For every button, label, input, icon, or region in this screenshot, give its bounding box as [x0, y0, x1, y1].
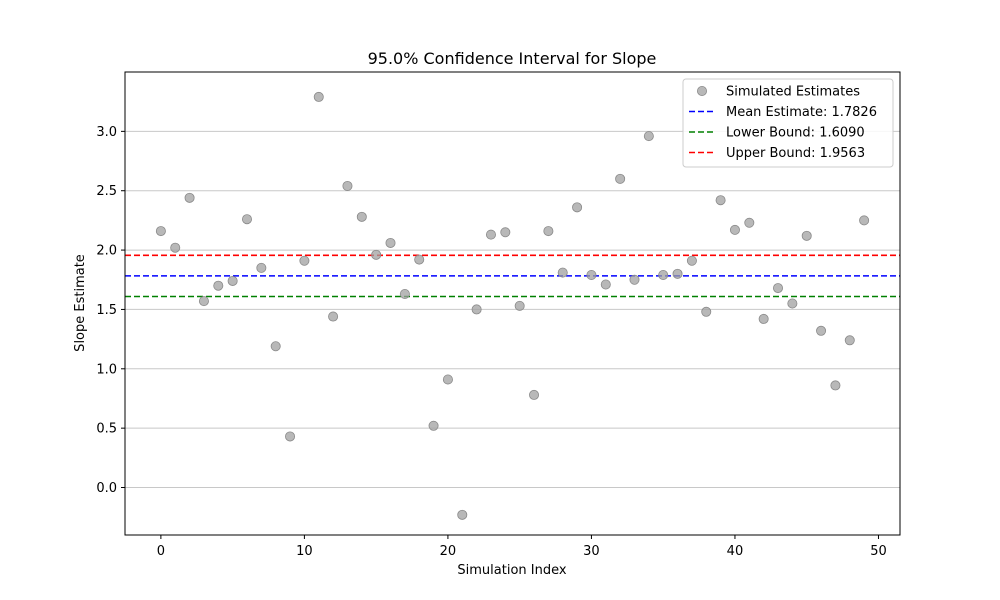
- y-tick-label: 2.5: [96, 184, 117, 199]
- data-point: [442, 374, 453, 385]
- data-point: [830, 380, 841, 391]
- data-point: [256, 262, 267, 273]
- data-point: [371, 249, 382, 260]
- data-point: [816, 325, 827, 336]
- legend: Simulated Estimates Mean Estimate: 1.7826…: [682, 78, 894, 168]
- data-points: [155, 91, 870, 520]
- data-point: [457, 509, 468, 520]
- data-point: [543, 226, 554, 237]
- data-point: [385, 237, 396, 248]
- data-point: [615, 173, 626, 184]
- x-axis-label: Simulation Index: [457, 563, 566, 578]
- data-point: [514, 300, 525, 311]
- data-point: [414, 254, 425, 265]
- data-point: [572, 202, 583, 213]
- y-axis-label: Slope Estimate: [73, 254, 88, 352]
- data-point: [859, 215, 870, 226]
- legend-label: Mean Estimate: 1.7826: [726, 105, 877, 120]
- legend-box: [682, 78, 894, 168]
- data-point: [773, 283, 784, 294]
- data-point: [500, 227, 511, 238]
- y-tick-label: 0.5: [96, 422, 117, 437]
- data-point: [170, 242, 181, 253]
- data-point: [643, 131, 654, 142]
- data-point: [801, 230, 812, 241]
- data-point: [701, 306, 712, 317]
- data-point: [313, 91, 324, 102]
- legend-marker: [697, 86, 708, 97]
- data-point: [213, 280, 224, 291]
- legend-label: Upper Bound: 1.9563: [726, 146, 865, 161]
- data-point: [342, 180, 353, 191]
- data-point: [328, 311, 339, 322]
- data-point: [600, 279, 611, 290]
- data-point: [241, 214, 252, 225]
- y-tick-label: 1.5: [96, 303, 117, 318]
- data-point: [299, 255, 310, 266]
- legend-label: Simulated Estimates: [726, 85, 860, 100]
- x-tick-label: 20: [440, 544, 457, 559]
- data-point: [227, 275, 238, 286]
- data-point: [672, 268, 683, 279]
- chart-title: 95.0% Confidence Interval for Slope: [368, 49, 657, 68]
- data-point: [529, 389, 540, 400]
- data-point: [485, 229, 496, 240]
- y-tick-label: 2.0: [96, 244, 117, 259]
- data-point: [428, 420, 439, 431]
- x-tick-label: 40: [727, 544, 744, 559]
- data-point: [715, 195, 726, 206]
- plot-area-frame: [124, 71, 901, 536]
- x-tick-label: 0: [157, 544, 165, 559]
- data-point: [629, 274, 640, 285]
- x-tick-label: 30: [583, 544, 600, 559]
- data-point: [844, 335, 855, 346]
- data-point: [557, 267, 568, 278]
- data-point: [586, 270, 597, 281]
- data-point: [471, 304, 482, 315]
- x-axis: 0 10 20 30 40 50: [157, 535, 887, 559]
- y-axis: 0.0 0.5 1.0 1.5 2.0 2.5 3.0: [96, 125, 125, 496]
- data-point: [285, 431, 296, 442]
- data-point: [658, 270, 669, 281]
- data-point: [270, 341, 281, 352]
- data-point: [686, 255, 697, 266]
- x-tick-label: 10: [296, 544, 313, 559]
- x-tick-label: 50: [870, 544, 887, 559]
- data-point: [184, 192, 195, 203]
- reference-lines: [125, 254, 900, 298]
- data-point: [758, 313, 769, 324]
- data-point: [399, 289, 410, 300]
- y-tick-label: 0.0: [96, 481, 117, 496]
- data-point: [787, 298, 798, 309]
- legend-label: Lower Bound: 1.6090: [726, 126, 865, 141]
- data-point: [155, 226, 166, 237]
- data-point: [744, 217, 755, 228]
- y-tick-label: 1.0: [96, 362, 117, 377]
- data-point: [198, 296, 209, 307]
- y-tick-label: 3.0: [96, 125, 117, 140]
- data-point: [356, 211, 367, 222]
- data-point: [729, 224, 740, 235]
